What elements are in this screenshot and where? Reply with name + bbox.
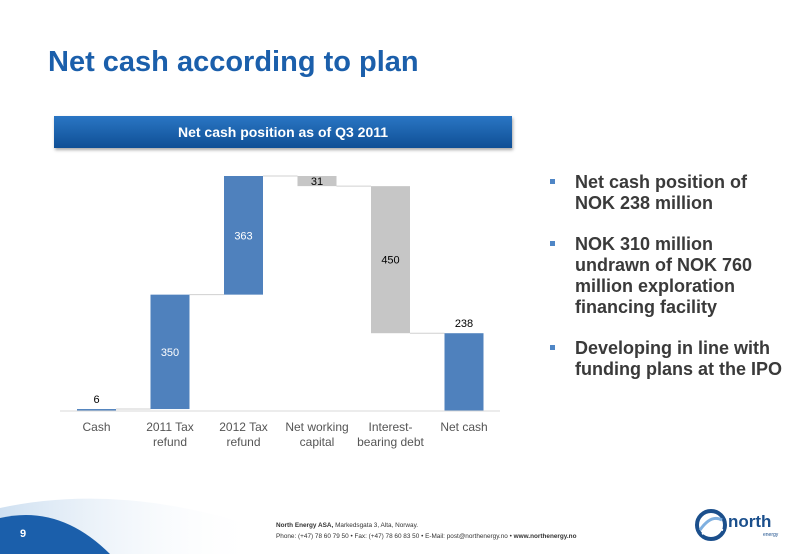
connector-lines	[116, 175, 445, 410]
bullet-item: NOK 310 million undrawn of NOK 760 milli…	[548, 234, 788, 318]
footer-contact: North Energy ASA, Markedsgata 3, Alta, N…	[276, 520, 576, 542]
bullet-item: Developing in line with funding plans at…	[548, 338, 788, 380]
chart-header-label: Net cash position as of Q3 2011	[177, 124, 389, 140]
bullet-text: Net cash position of NOK 238 million	[575, 172, 748, 213]
category-label: bearing debt	[357, 435, 424, 449]
category-label: Net working	[285, 420, 348, 434]
slide-title: Net cash according to plan	[48, 46, 419, 78]
bar-cash	[77, 409, 116, 411]
bar-2011-tax-refund	[150, 294, 190, 410]
bullet-item: Net cash position of NOK 238 million	[548, 172, 788, 214]
bullet-marker	[550, 345, 555, 350]
footer-company-address: Markedsgata 3, Alta, Norway.	[335, 522, 419, 529]
logo-wordmark: north	[728, 512, 772, 531]
bar-net-working-capital	[297, 176, 337, 187]
category-label: 2011 Tax	[146, 420, 194, 434]
bullet-list: Net cash position of NOK 238 million NOK…	[548, 172, 788, 400]
value-label: 450	[381, 255, 399, 267]
bullet-marker	[550, 179, 555, 184]
footer-website-link[interactable]: www.northenergy.no	[513, 533, 577, 540]
chart-bars	[77, 176, 484, 411]
bullet-text: NOK 310 million undrawn of NOK 760 milli…	[575, 234, 753, 317]
footer-contact-line: Phone: (+47) 78 60 79 50 • Fax: (+47) 78…	[276, 533, 512, 540]
footer-swoosh	[0, 498, 260, 554]
category-label: Net cash	[440, 420, 487, 434]
bullet-text: Developing in line with funding plans at…	[575, 338, 782, 379]
category-label: 2012 Tax	[219, 420, 268, 434]
value-label: 363	[234, 230, 252, 242]
bar-interest-bearing-debt	[371, 186, 410, 334]
chart-header: Net cash position as of Q3 2011	[54, 116, 512, 148]
category-label: refund	[153, 435, 187, 449]
logo-subtitle: energy	[763, 532, 779, 538]
value-label: 350	[161, 347, 179, 359]
value-labels: 6 350 363 31 450 238	[93, 176, 473, 406]
bar-net-cash	[444, 333, 484, 411]
category-label: Interest-	[368, 420, 412, 434]
north-energy-logo-icon	[695, 509, 727, 541]
category-label: refund	[226, 435, 260, 449]
value-label: 6	[93, 394, 99, 406]
footer-company-bold: North Energy ASA,	[276, 522, 334, 529]
bullet-marker	[550, 241, 555, 246]
bar-2012-tax-refund	[224, 176, 263, 295]
category-label: capital	[300, 435, 335, 449]
value-label: 238	[455, 318, 473, 330]
value-label: 31	[311, 176, 323, 188]
category-label: Cash	[82, 420, 110, 434]
page-number: 9	[20, 528, 27, 540]
